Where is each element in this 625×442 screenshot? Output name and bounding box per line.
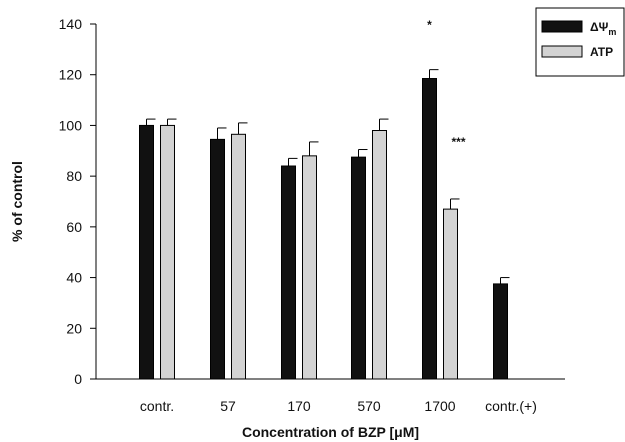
bar-dpsi [139, 124, 154, 380]
y-tick-label: 40 [66, 270, 82, 286]
bar-atp [443, 208, 458, 380]
x-tick-label: 1700 [424, 398, 455, 414]
bar-dpsi [422, 78, 437, 380]
legend-swatch [541, 20, 583, 33]
annotations: **** [427, 18, 466, 149]
significance-marker: * [427, 18, 432, 32]
y-tick-label: 100 [59, 117, 83, 133]
bar-atp [372, 130, 387, 380]
x-tick-label: contr.(+) [485, 398, 537, 414]
y-tick-label: 0 [74, 371, 82, 387]
legend-label: ΔΨm [590, 20, 616, 37]
legend: ΔΨm ATP [535, 7, 625, 77]
bar-dpsi [210, 138, 225, 380]
bar-dpsi [493, 283, 508, 380]
legend-label: ATP [590, 45, 613, 59]
y-tick-label: 60 [66, 219, 82, 235]
y-tick-label: 120 [59, 67, 83, 83]
bar-atp [302, 155, 317, 380]
x-tick-label: 170 [287, 398, 311, 414]
bar-atp [231, 133, 246, 380]
x-tick-label: 570 [357, 398, 381, 414]
y-ticks: 0 20 40 60 80 100 120 140 [59, 16, 96, 387]
x-tick-label: contr. [140, 398, 174, 414]
x-axis-title: Concentration of BZP [μM] [242, 424, 419, 440]
legend-swatch [541, 45, 583, 58]
bar-atp [160, 124, 175, 380]
y-tick-label: 140 [59, 16, 83, 32]
y-tick-label: 80 [66, 168, 82, 184]
error-bars [146, 69, 510, 284]
y-axis-title: % of control [9, 161, 25, 242]
bars [139, 78, 508, 380]
significance-marker: *** [451, 135, 465, 149]
bar-dpsi [281, 165, 296, 380]
legend-box [535, 7, 625, 77]
bar-dpsi [351, 156, 366, 380]
x-tick-label: 57 [220, 398, 236, 414]
x-ticks: contr. 57 170 570 1700 contr.(+) [140, 398, 537, 414]
y-tick-label: 20 [66, 320, 82, 336]
